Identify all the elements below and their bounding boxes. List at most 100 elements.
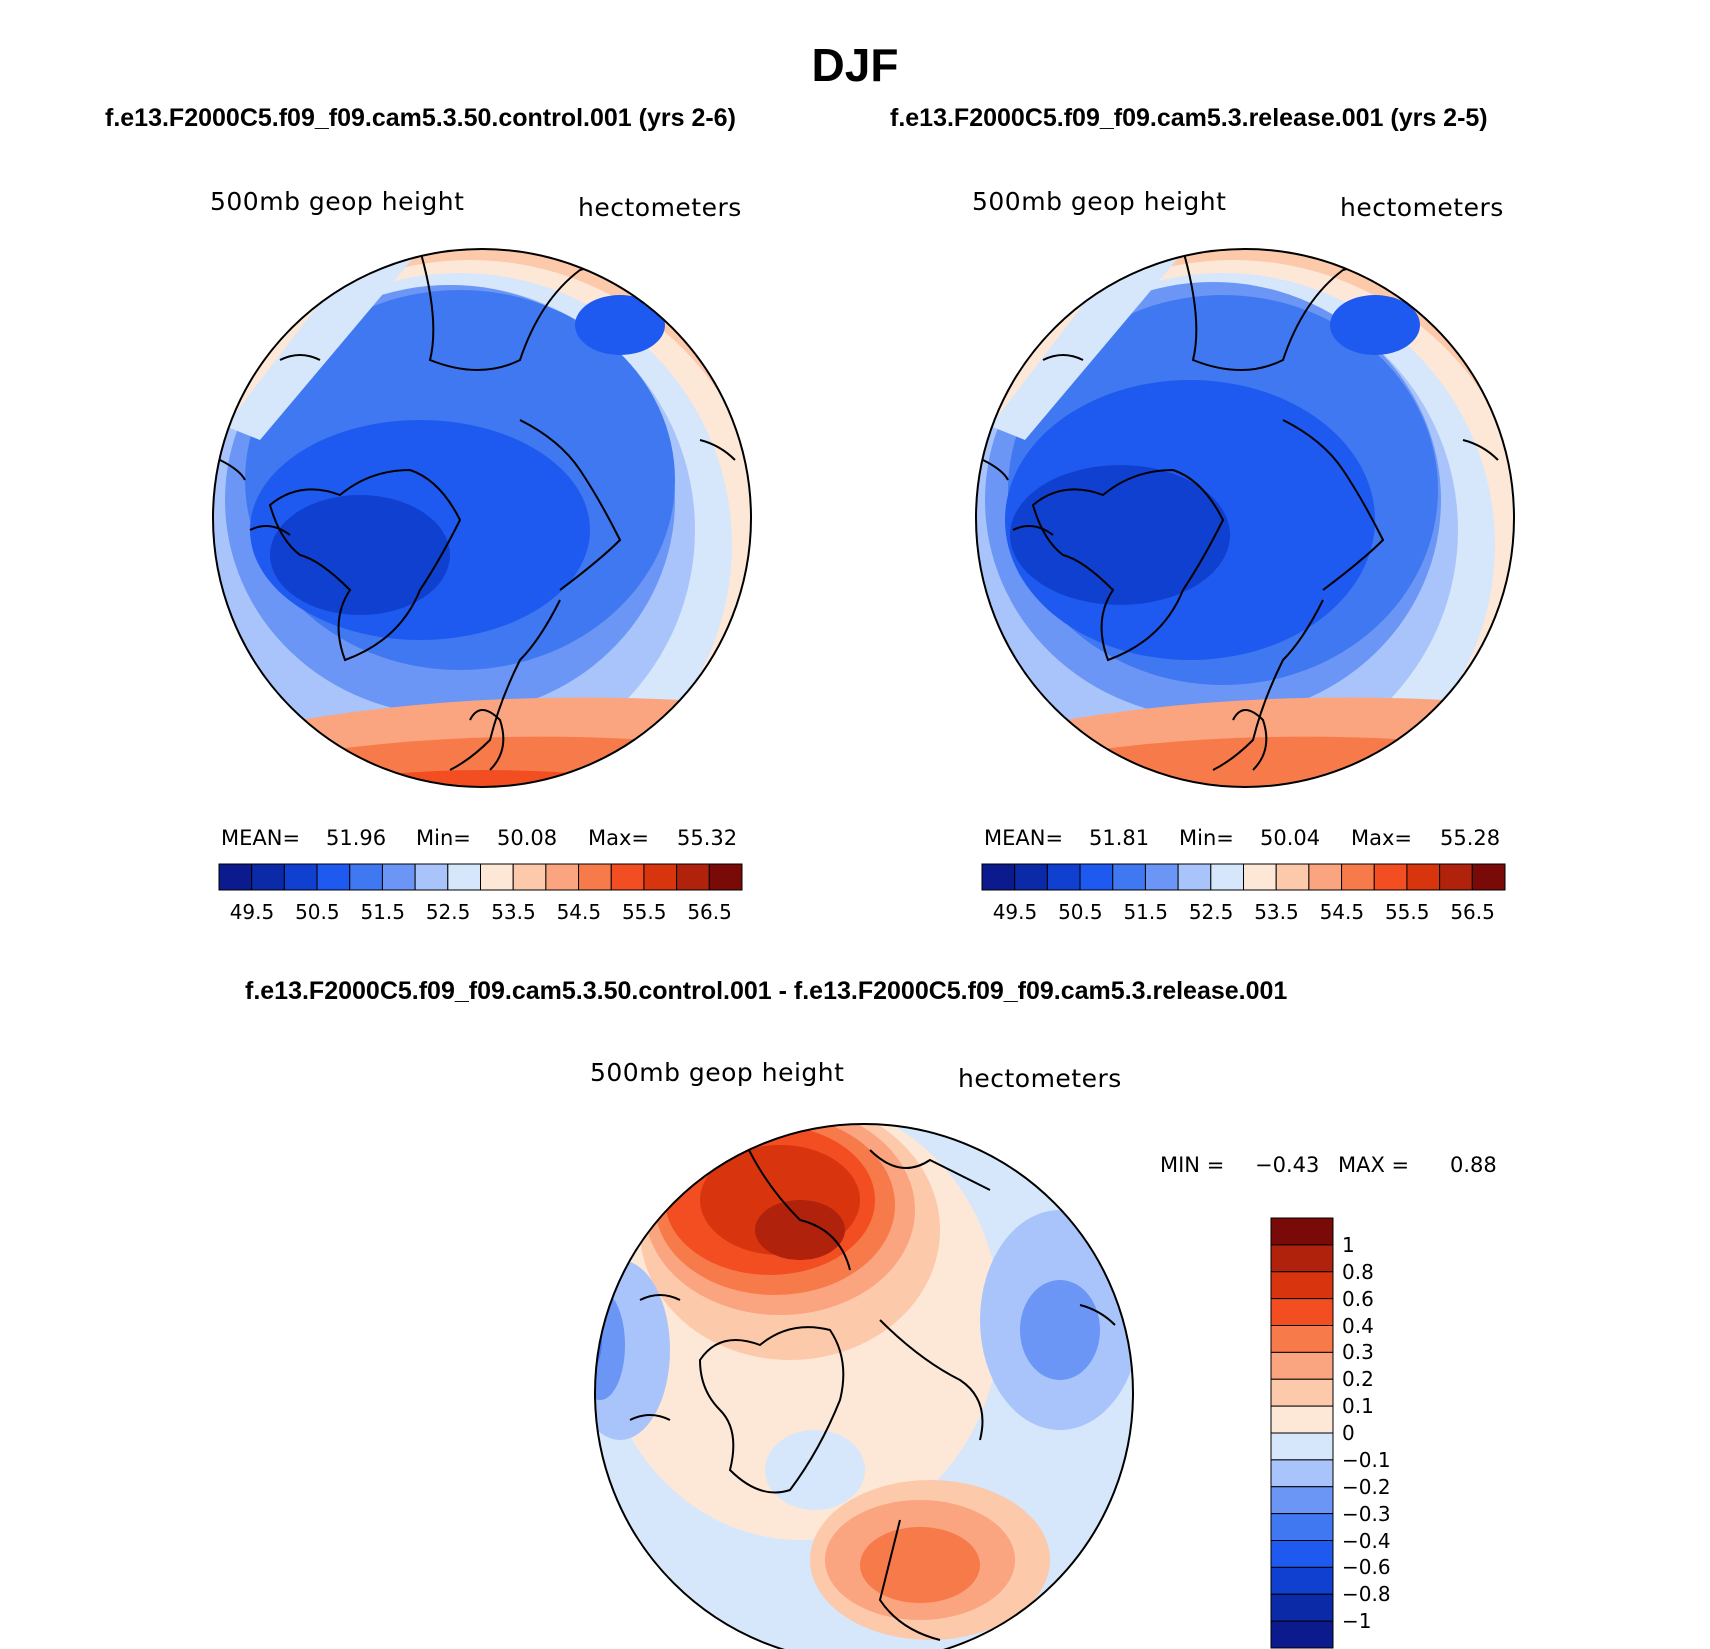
- colorbar-swatch: [1341, 863, 1375, 891]
- colorbar-difference: [1270, 1217, 1334, 1649]
- colorbar-tick-label: 56.5: [1450, 900, 1495, 924]
- colorbar-tick-label: −1: [1342, 1609, 1372, 1634]
- min-value-left: 50.08: [497, 826, 558, 850]
- colorbar-tick-label: 49.5: [992, 900, 1038, 924]
- colorbar-swatch: [1046, 863, 1081, 891]
- max-label-right: Max=: [1351, 826, 1413, 850]
- colorbar-swatch: [1270, 1217, 1334, 1246]
- colorbar-swatch: [1275, 863, 1310, 891]
- colorbar-release: [981, 863, 1506, 891]
- colorbar-tick-label: 0.3: [1342, 1340, 1374, 1365]
- colorbar-tick-label: 0.6: [1342, 1286, 1374, 1311]
- colorbar-swatch: [1270, 1378, 1334, 1407]
- variable-label-left: 500mb geop height: [210, 187, 465, 216]
- colorbar-swatch: [1270, 1325, 1334, 1353]
- colorbar-swatch: [1471, 863, 1506, 891]
- units-label-diff: hectometers: [958, 1064, 1122, 1093]
- colorbar-swatch: [414, 863, 449, 891]
- colorbar-swatch: [1308, 863, 1343, 891]
- colorbar-tick-label: 0.8: [1342, 1259, 1374, 1284]
- units-label-right: hectometers: [1340, 193, 1504, 222]
- colorbar-tick-label: 1: [1342, 1232, 1355, 1257]
- polar-map-difference: [595, 1124, 1133, 1649]
- mean-value-right: 51.81: [1089, 826, 1150, 850]
- colorbar-tick-label: −0.3: [1342, 1501, 1391, 1526]
- max-value-right: 55.28: [1440, 826, 1501, 850]
- colorbar-swatch: [708, 863, 743, 891]
- difference-title: f.e13.F2000C5.f09_f09.cam5.3.50.control.…: [245, 977, 1288, 1005]
- max-value-diff: 0.88: [1450, 1153, 1497, 1177]
- colorbar-swatch: [676, 863, 710, 891]
- colorbar-control: [218, 863, 743, 891]
- min-label-right: Min=: [1179, 826, 1234, 850]
- colorbar-tick-label: 50.5: [1058, 900, 1103, 924]
- colorbar-tick-label: −0.2: [1342, 1474, 1391, 1499]
- colorbar-swatch: [1270, 1593, 1334, 1622]
- colorbar-swatch: [316, 863, 351, 891]
- colorbar-tick-label: 52.5: [1188, 900, 1234, 924]
- colorbar-tick-label: 54.5: [556, 900, 602, 924]
- min-value-right: 50.04: [1260, 826, 1321, 850]
- colorbar-tick-label: −0.8: [1342, 1582, 1391, 1607]
- colorbar-swatch: [981, 863, 1016, 891]
- page-title: DJF: [811, 39, 899, 91]
- colorbar-ticks-control: 49.5 50.5 51.5 52.5 53.5 54.5 55.5 56.5: [219, 900, 742, 926]
- colorbar-tick-label: 53.5: [1254, 900, 1299, 924]
- colorbar-tick-label: 50.5: [295, 900, 340, 924]
- min-value-diff: −0.43: [1255, 1153, 1320, 1177]
- colorbar-tick-label: −0.6: [1342, 1555, 1391, 1580]
- colorbar-swatch: [251, 863, 285, 891]
- colorbar-swatch: [1270, 1459, 1334, 1488]
- max-label-diff: MAX =: [1338, 1153, 1410, 1177]
- min-label-diff: MIN =: [1160, 1153, 1225, 1177]
- colorbar-tick-label: 0.1: [1342, 1394, 1374, 1419]
- colorbar-tick-label: 51.5: [1123, 900, 1168, 924]
- colorbar-swatch: [1210, 863, 1244, 891]
- colorbar-swatch: [578, 863, 612, 891]
- polar-map-release: [976, 249, 1514, 787]
- colorbar-swatch: [1270, 1298, 1334, 1326]
- colorbar-swatch: [283, 863, 318, 891]
- colorbar-swatch: [545, 863, 580, 891]
- colorbar-swatch: [1112, 863, 1146, 891]
- colorbar-tick-label: 55.5: [621, 900, 667, 924]
- min-label-left: Min=: [416, 826, 471, 850]
- colorbar-tick-label: 56.5: [687, 900, 732, 924]
- units-label-left: hectometers: [578, 193, 742, 222]
- colorbar-swatch: [1270, 1405, 1334, 1434]
- colorbar-tick-label: 0.4: [1342, 1313, 1374, 1338]
- colorbar-swatch: [1270, 1540, 1334, 1568]
- colorbar-swatch: [218, 863, 253, 891]
- variable-label-right: 500mb geop height: [972, 187, 1227, 216]
- colorbar-swatch: [1270, 1271, 1334, 1300]
- colorbar-swatch: [1406, 863, 1441, 891]
- colorbar-swatch: [1270, 1486, 1334, 1515]
- colorbar-tick-label: 52.5: [425, 900, 471, 924]
- colorbar-tick-label: 51.5: [360, 900, 405, 924]
- colorbar-tick-label: 55.5: [1384, 900, 1430, 924]
- colorbar-swatch: [1439, 863, 1473, 891]
- colorbar-swatch: [1373, 863, 1408, 891]
- colorbar-ticks-difference: 1 0.8 0.6 0.4 0.3 0.2 0.1 0 −0.1 −0.2 −0.3 −0.4 −0.6…: [1342, 1218, 1442, 1648]
- colorbar-swatch: [610, 863, 645, 891]
- max-label-left: Max=: [588, 826, 650, 850]
- colorbar-swatch: [1270, 1244, 1334, 1273]
- colorbar-tick-label: 0.2: [1342, 1367, 1374, 1392]
- colorbar-swatch: [480, 863, 514, 891]
- colorbar-swatch: [1177, 863, 1212, 891]
- colorbar-swatch: [381, 863, 416, 891]
- colorbar-swatch: [1270, 1513, 1334, 1541]
- colorbar-ticks-release: 49.5 50.5 51.5 52.5 53.5 54.5 55.5 56.5: [982, 900, 1505, 926]
- mean-value-left: 51.96: [326, 826, 387, 850]
- colorbar-swatch: [1270, 1620, 1334, 1649]
- case-title-left: f.e13.F2000C5.f09_f09.cam5.3.50.control.…: [105, 104, 736, 132]
- colorbar-tick-label: 53.5: [491, 900, 536, 924]
- colorbar-swatch: [1243, 863, 1277, 891]
- colorbar-swatch: [1270, 1351, 1334, 1380]
- mean-label-right: MEAN=: [984, 826, 1064, 850]
- colorbar-swatch: [1270, 1432, 1334, 1461]
- colorbar-tick-label: −0.4: [1342, 1528, 1391, 1553]
- colorbar-swatch: [1014, 863, 1048, 891]
- colorbar-tick-label: 49.5: [229, 900, 275, 924]
